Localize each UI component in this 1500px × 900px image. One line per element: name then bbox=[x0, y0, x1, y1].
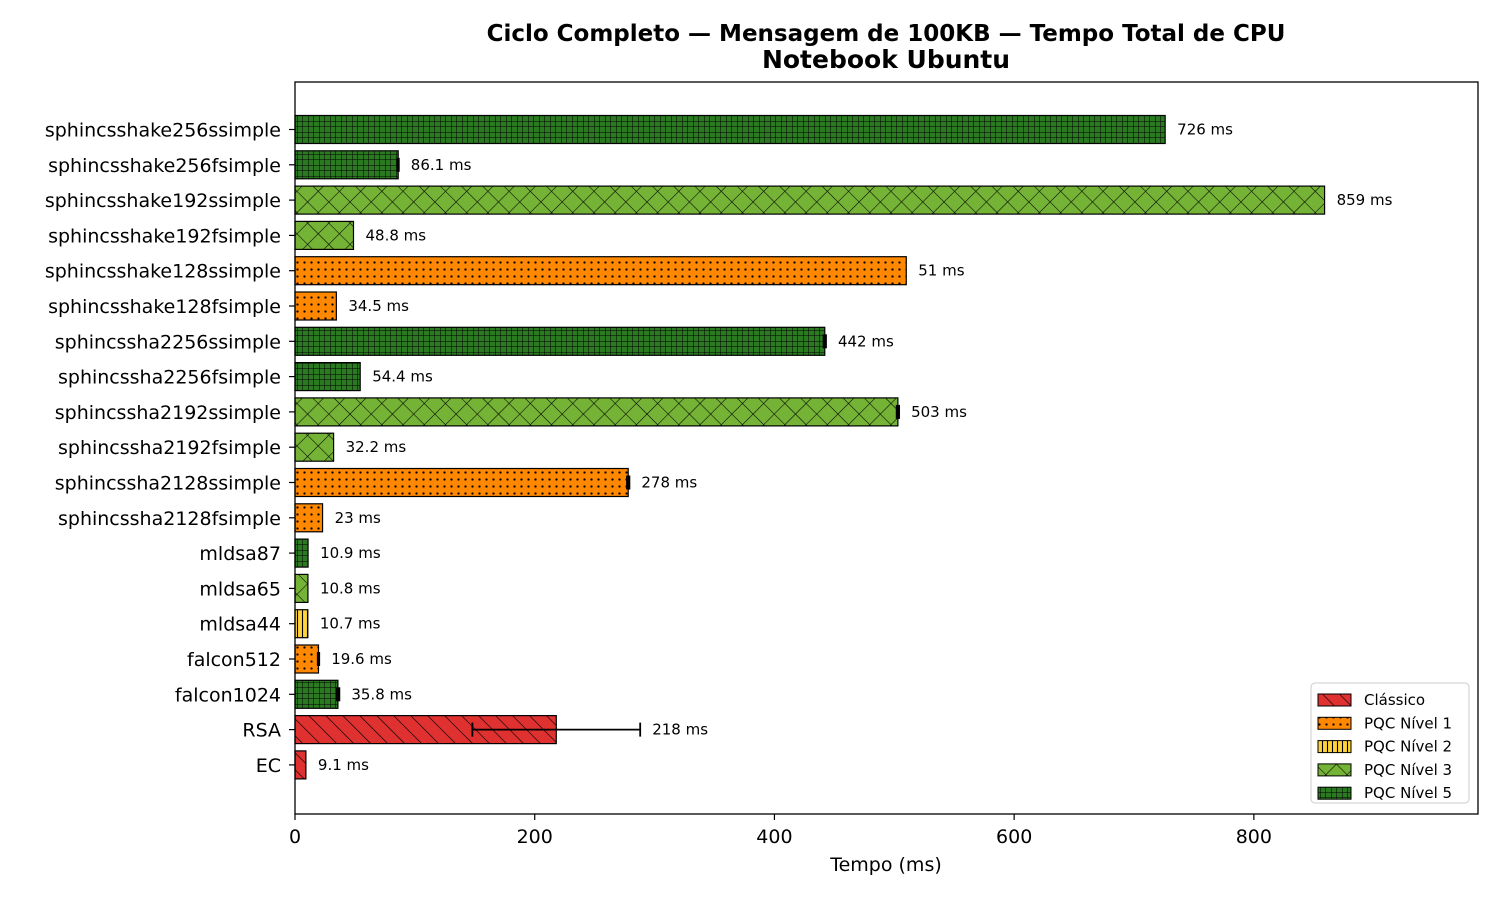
bar-mldsa65 bbox=[294, 573, 309, 604]
legend-item-classico: Clássico bbox=[1317, 691, 1425, 709]
legend-swatch-classico bbox=[1317, 693, 1352, 707]
data-label-sphincssha2128fsimple: 23 ms bbox=[335, 509, 381, 527]
bar-sphincssha2192fsimple bbox=[294, 432, 335, 462]
data-label-sphincssha2128ssimple: 278 ms bbox=[641, 474, 697, 492]
bar-sphincsshake128ssimple bbox=[294, 256, 907, 286]
error-bar-falcon512 bbox=[316, 652, 321, 666]
y-tick-label-falcon1024: falcon1024 bbox=[175, 684, 281, 706]
y-tick-label-mldsa44: mldsa44 bbox=[199, 614, 281, 636]
bars-layer bbox=[294, 114, 1326, 780]
bar-falcon512 bbox=[294, 644, 320, 674]
legend-label-classico: Clássico bbox=[1364, 691, 1425, 709]
bar-sphincsshake256fsimple bbox=[294, 150, 399, 180]
bar-sphincssha2128fsimple bbox=[294, 503, 324, 533]
legend-item-n5: PQC Nível 5 bbox=[1317, 784, 1452, 802]
legend-label-n2: PQC Nível 2 bbox=[1364, 738, 1452, 756]
y-tick-label-sphincsshake256ssimple: sphincsshake256ssimple bbox=[45, 120, 281, 142]
error-bar-sphincssha2128ssimple bbox=[626, 475, 631, 490]
x-axis-label: Tempo (ms) bbox=[829, 854, 942, 876]
legend-label-n3: PQC Nível 3 bbox=[1364, 761, 1452, 779]
bar-sphincssha2256ssimple bbox=[294, 326, 826, 356]
data-label-RSA: 218 ms bbox=[652, 721, 708, 739]
error-bars-layer bbox=[316, 157, 900, 737]
error-bar-falcon1024 bbox=[335, 687, 341, 702]
bar-sphincsshake256ssimple bbox=[294, 114, 1166, 145]
data-label-mldsa87: 10.9 ms bbox=[320, 544, 381, 562]
x-axis-ticks: 0 200 400 600 800 bbox=[289, 814, 1272, 848]
data-label-mldsa44: 10.7 ms bbox=[320, 615, 381, 633]
data-label-falcon512: 19.6 ms bbox=[331, 650, 392, 668]
error-bar-sphincsshake256fsimple bbox=[396, 157, 400, 172]
data-label-falcon1024: 35.8 ms bbox=[351, 685, 412, 703]
legend-swatch-n3 bbox=[1317, 763, 1352, 777]
data-label-sphincsshake128fsimple: 34.5 ms bbox=[348, 297, 409, 315]
y-tick-label-sphincsshake128fsimple: sphincsshake128fsimple bbox=[48, 296, 281, 318]
bar-mldsa44 bbox=[294, 609, 309, 639]
legend-swatch-n2 bbox=[1317, 740, 1352, 754]
bar-sphincssha2256fsimple bbox=[294, 362, 361, 392]
error-bar-sphincssha2192ssimple bbox=[895, 404, 900, 419]
bar-sphincssha2192ssimple bbox=[294, 397, 899, 427]
legend: Clássico PQC Nível 1 PQC Nível 2 PQC Nível … bbox=[1310, 682, 1470, 804]
y-tick-label-sphincssha2256ssimple: sphincssha2256ssimple bbox=[55, 331, 281, 353]
legend-item-n1: PQC Nível 1 bbox=[1317, 714, 1452, 732]
data-label-sphincsshake192fsimple: 48.8 ms bbox=[365, 226, 426, 244]
y-tick-label-EC: EC bbox=[256, 755, 281, 777]
data-label-sphincsshake192ssimple: 859 ms bbox=[1337, 191, 1393, 209]
x-tick-label-600: 600 bbox=[996, 826, 1032, 848]
legend-item-n3: PQC Nível 3 bbox=[1317, 761, 1452, 779]
error-bar-sphincssha2256ssimple bbox=[822, 334, 827, 349]
legend-swatch-n1 bbox=[1317, 716, 1352, 730]
y-tick-label-sphincsshake128ssimple: sphincsshake128ssimple bbox=[45, 261, 281, 283]
bar-EC bbox=[294, 750, 307, 780]
data-label-sphincssha2192ssimple: 503 ms bbox=[911, 403, 967, 421]
legend-label-n5: PQC Nível 5 bbox=[1364, 784, 1452, 802]
data-label-sphincsshake256fsimple: 86.1 ms bbox=[411, 156, 472, 174]
error-bar-RSA bbox=[471, 722, 642, 737]
x-tick-label-0: 0 bbox=[289, 826, 301, 848]
bar-sphincsshake192ssimple bbox=[294, 185, 1326, 215]
x-tick-label-400: 400 bbox=[756, 826, 792, 848]
bar-sphincsshake128fsimple bbox=[294, 291, 337, 321]
y-tick-label-mldsa87: mldsa87 bbox=[199, 543, 281, 565]
data-label-EC: 9.1 ms bbox=[318, 756, 369, 774]
data-label-mldsa65: 10.8 ms bbox=[320, 579, 381, 597]
data-label-sphincssha2256fsimple: 54.4 ms bbox=[372, 368, 433, 386]
data-label-sphincssha2256ssimple: 442 ms bbox=[838, 332, 894, 350]
y-tick-label-sphincssha2192ssimple: sphincssha2192ssimple bbox=[55, 402, 281, 424]
bar-sphincsshake192fsimple bbox=[294, 220, 355, 250]
x-tick-label-200: 200 bbox=[517, 826, 553, 848]
plot-frame bbox=[294, 81, 1479, 815]
y-tick-label-RSA: RSA bbox=[242, 720, 281, 742]
data-label-sphincsshake256ssimple: 726 ms bbox=[1177, 121, 1233, 139]
y-tick-label-sphincsshake192fsimple: sphincsshake192fsimple bbox=[48, 225, 281, 247]
bar-falcon1024 bbox=[294, 679, 339, 709]
y-tick-label-sphincssha2192fsimple: sphincssha2192fsimple bbox=[58, 437, 281, 459]
y-axis-ticks: sphincsshake256ssimple sphincsshake256fsi… bbox=[45, 120, 295, 777]
chart-subtitle: Notebook Ubuntu bbox=[762, 45, 1010, 74]
y-tick-label-mldsa65: mldsa65 bbox=[199, 578, 281, 600]
bar-mldsa87 bbox=[294, 538, 309, 568]
legend-label-n1: PQC Nível 1 bbox=[1364, 714, 1452, 732]
chart-title: Ciclo Completo — Mensagem de 100KB — Tem… bbox=[487, 21, 1286, 47]
y-tick-label-sphincssha2128fsimple: sphincssha2128fsimple bbox=[58, 508, 281, 530]
y-tick-label-sphincssha2128ssimple: sphincssha2128ssimple bbox=[55, 473, 281, 495]
y-tick-label-falcon512: falcon512 bbox=[187, 649, 281, 671]
legend-swatch-n5 bbox=[1317, 786, 1352, 800]
x-tick-label-800: 800 bbox=[1236, 826, 1272, 848]
bar-sphincssha2128ssimple bbox=[294, 467, 629, 498]
data-labels-layer: 726 ms 86.1 ms 859 ms 48.8 ms 51 ms 34.5 ms 44… bbox=[318, 121, 1393, 774]
y-tick-label-sphincssha2256fsimple: sphincssha2256fsimple bbox=[58, 367, 281, 389]
y-tick-label-sphincsshake256fsimple: sphincsshake256fsimple bbox=[48, 155, 281, 177]
legend-item-n2: PQC Nível 2 bbox=[1317, 738, 1452, 756]
data-label-sphincsshake128ssimple: 51 ms bbox=[918, 262, 964, 280]
y-tick-label-sphincsshake192ssimple: sphincsshake192ssimple bbox=[45, 190, 281, 212]
data-label-sphincssha2192fsimple: 32.2 ms bbox=[346, 438, 407, 456]
